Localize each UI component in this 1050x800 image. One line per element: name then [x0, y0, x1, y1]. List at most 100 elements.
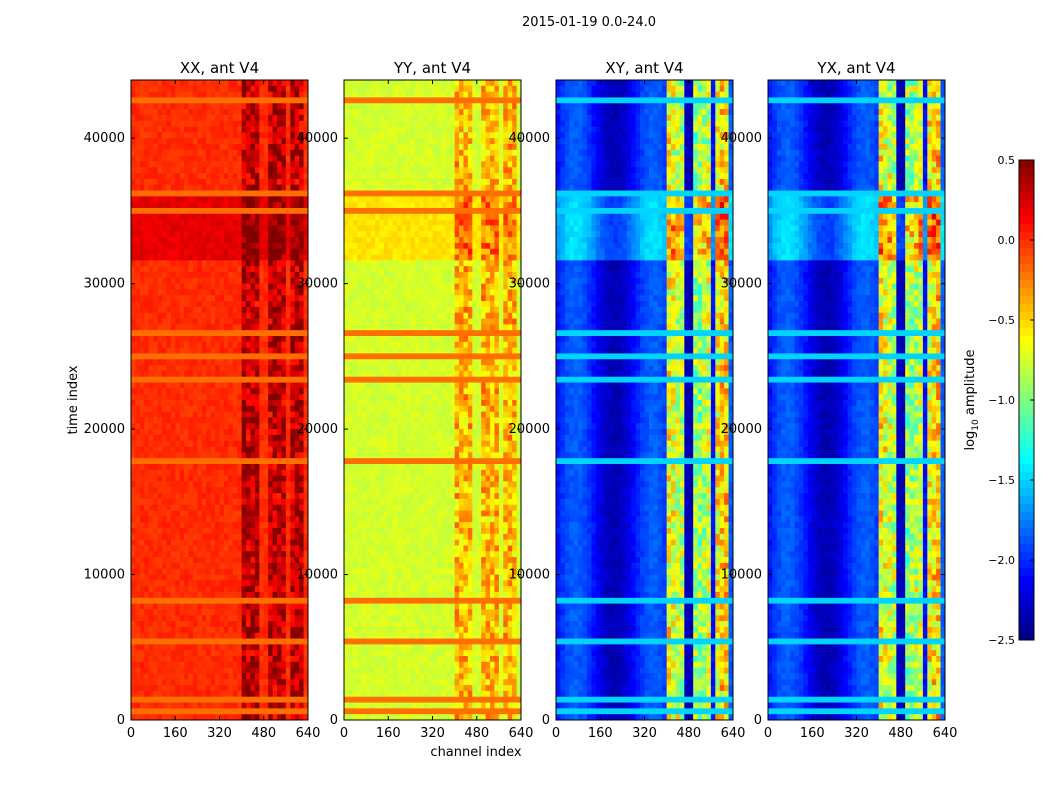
- heatmap-cell: [233, 237, 238, 243]
- heatmap-cell: [158, 697, 163, 703]
- heatmap-cell: [246, 621, 251, 627]
- heatmap-cell: [224, 388, 229, 394]
- heatmap-cell: [268, 388, 273, 394]
- heatmap-cell: [162, 633, 167, 639]
- heatmap-cell: [144, 633, 149, 639]
- heatmap-cell: [277, 243, 282, 249]
- heatmap-cell: [357, 144, 362, 150]
- heatmap-cell: [264, 493, 269, 499]
- heatmap-cell: [233, 714, 238, 720]
- heatmap-cell: [211, 394, 216, 400]
- heatmap-cell: [180, 540, 185, 546]
- heatmap-cell: [237, 156, 242, 162]
- heatmap-cell: [290, 609, 295, 615]
- heatmap-cell: [233, 551, 238, 557]
- heatmap-cell: [158, 406, 163, 412]
- heatmap-cell: [242, 656, 247, 662]
- heatmap-cell: [180, 650, 185, 656]
- heatmap-cell: [255, 348, 260, 354]
- heatmap-cell: [277, 156, 282, 162]
- heatmap-cell: [233, 179, 238, 185]
- heatmap-cell: [135, 301, 140, 307]
- heatmap-cell: [233, 429, 238, 435]
- y-tick-label: 40000: [84, 131, 125, 146]
- heatmap-cell: [264, 580, 269, 586]
- heatmap-cell: [246, 400, 251, 406]
- heatmap-cell: [242, 604, 247, 610]
- heatmap-cell: [144, 353, 149, 359]
- heatmap-cell: [281, 580, 286, 586]
- heatmap-cell: [242, 714, 247, 720]
- heatmap-cell: [486, 121, 491, 127]
- heatmap-cell: [295, 266, 300, 272]
- heatmap-cell: [175, 673, 180, 679]
- heatmap-cell: [171, 289, 176, 295]
- heatmap-cell: [171, 470, 176, 476]
- heatmap-cell: [144, 569, 149, 575]
- heatmap-cell: [135, 214, 140, 220]
- heatmap-cell: [202, 324, 207, 330]
- heatmap-cell: [277, 237, 282, 243]
- heatmap-cell: [180, 429, 185, 435]
- heatmap-cell: [250, 214, 255, 220]
- heatmap-cell: [206, 633, 211, 639]
- heatmap-cell: [197, 260, 202, 266]
- heatmap-cell: [202, 121, 207, 127]
- heatmap-cell: [149, 522, 154, 528]
- heatmap-cell: [202, 557, 207, 563]
- heatmap-cell: [286, 394, 291, 400]
- heatmap-cell: [193, 260, 198, 266]
- heatmap-cell: [144, 324, 149, 330]
- heatmap-cell: [131, 400, 136, 406]
- heatmap-cell: [224, 685, 229, 691]
- heatmap-cell: [371, 156, 376, 162]
- heatmap-cell: [237, 150, 242, 156]
- heatmap-cell: [277, 231, 282, 237]
- heatmap-cell: [397, 138, 402, 144]
- heatmap-cell: [472, 132, 477, 138]
- heatmap-cell: [246, 161, 251, 167]
- heatmap-cell: [153, 487, 158, 493]
- heatmap-cell: [140, 301, 145, 307]
- heatmap-cell: [237, 196, 242, 202]
- heatmap-cell: [166, 429, 171, 435]
- heatmap-cell: [255, 284, 260, 290]
- heatmap-cell: [149, 307, 154, 313]
- heatmap-cell: [206, 435, 211, 441]
- heatmap-cell: [242, 179, 247, 185]
- heatmap-cell: [197, 383, 202, 389]
- heatmap-cell: [184, 487, 189, 493]
- heatmap-cell: [233, 452, 238, 458]
- heatmap-cell: [215, 121, 220, 127]
- heatmap-cell: [455, 80, 460, 86]
- heatmap-cell: [211, 569, 216, 575]
- heatmap-cell: [206, 534, 211, 540]
- heatmap-cell: [202, 307, 207, 313]
- heatmap-cell: [158, 319, 163, 325]
- heatmap-cell: [166, 633, 171, 639]
- heatmap-cell: [149, 371, 154, 377]
- heatmap-cell: [468, 144, 473, 150]
- heatmap-cell: [140, 266, 145, 272]
- heatmap-cell: [184, 481, 189, 487]
- heatmap-cell: [224, 196, 229, 202]
- heatmap-cell: [175, 353, 180, 359]
- heatmap-cell: [264, 103, 269, 109]
- heatmap-cell: [233, 644, 238, 650]
- heatmap-cell: [149, 511, 154, 517]
- heatmap-cell: [215, 545, 220, 551]
- heatmap-cell: [211, 220, 216, 226]
- heatmap-cell: [281, 371, 286, 377]
- heatmap-cell: [189, 115, 194, 121]
- heatmap-cell: [242, 161, 247, 167]
- heatmap-cell: [153, 121, 158, 127]
- heatmap-cell: [184, 540, 189, 546]
- heatmap-cell: [202, 662, 207, 668]
- heatmap-cell: [197, 575, 202, 581]
- heatmap-cell: [237, 115, 242, 121]
- heatmap-cell: [193, 668, 198, 674]
- heatmap-cell: [233, 324, 238, 330]
- heatmap-cell: [250, 435, 255, 441]
- heatmap-cell: [299, 545, 304, 551]
- heatmap-cell: [237, 208, 242, 214]
